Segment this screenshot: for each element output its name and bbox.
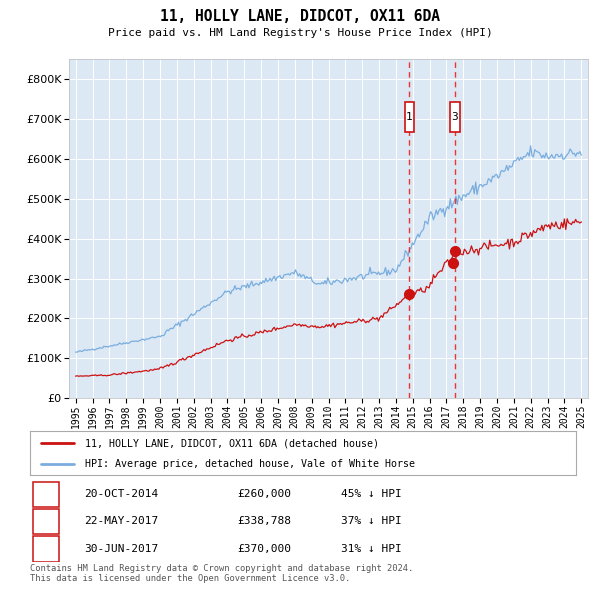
Text: 2: 2 <box>42 514 49 527</box>
Text: 3: 3 <box>42 543 49 556</box>
Text: 11, HOLLY LANE, DIDCOT, OX11 6DA (detached house): 11, HOLLY LANE, DIDCOT, OX11 6DA (detach… <box>85 438 379 448</box>
Text: 45% ↓ HPI: 45% ↓ HPI <box>341 489 402 499</box>
Text: £338,788: £338,788 <box>238 516 292 526</box>
Text: 22-MAY-2017: 22-MAY-2017 <box>85 516 159 526</box>
Text: Price paid vs. HM Land Registry's House Price Index (HPI): Price paid vs. HM Land Registry's House … <box>107 28 493 38</box>
Text: £260,000: £260,000 <box>238 489 292 499</box>
Bar <box>450 101 460 132</box>
Text: 1: 1 <box>42 488 49 501</box>
Bar <box>404 101 414 132</box>
Text: HPI: Average price, detached house, Vale of White Horse: HPI: Average price, detached house, Vale… <box>85 459 415 469</box>
Text: 1: 1 <box>406 112 413 122</box>
Text: 37% ↓ HPI: 37% ↓ HPI <box>341 516 402 526</box>
Text: 20-OCT-2014: 20-OCT-2014 <box>85 489 159 499</box>
Bar <box>33 481 59 507</box>
Bar <box>33 536 59 562</box>
Text: 30-JUN-2017: 30-JUN-2017 <box>85 544 159 554</box>
Text: Contains HM Land Registry data © Crown copyright and database right 2024.
This d: Contains HM Land Registry data © Crown c… <box>30 564 413 584</box>
Bar <box>33 509 59 534</box>
Text: 3: 3 <box>452 112 458 122</box>
Text: £370,000: £370,000 <box>238 544 292 554</box>
Text: 11, HOLLY LANE, DIDCOT, OX11 6DA: 11, HOLLY LANE, DIDCOT, OX11 6DA <box>160 9 440 24</box>
Text: 31% ↓ HPI: 31% ↓ HPI <box>341 544 402 554</box>
